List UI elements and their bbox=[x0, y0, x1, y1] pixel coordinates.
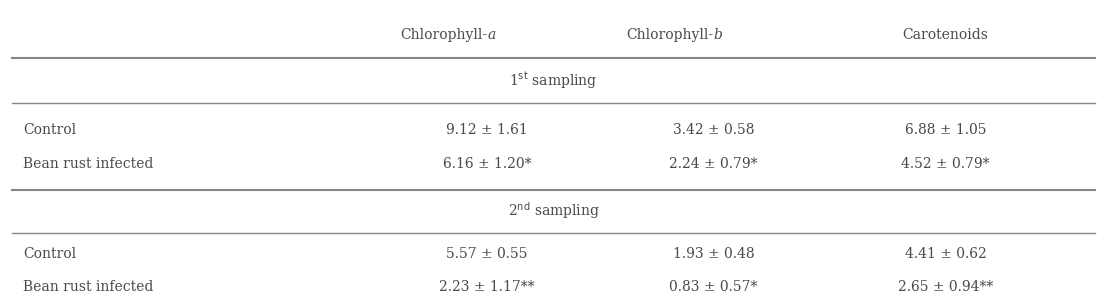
Text: a: a bbox=[487, 28, 496, 42]
Text: Chlorophyll-: Chlorophyll- bbox=[627, 28, 714, 42]
Text: 1.93 ± 0.48: 1.93 ± 0.48 bbox=[673, 247, 755, 261]
Text: 6.16 ± 1.20*: 6.16 ± 1.20* bbox=[443, 157, 531, 171]
Text: 5.57 ± 0.55: 5.57 ± 0.55 bbox=[446, 247, 528, 261]
Text: 2.65 ± 0.94**: 2.65 ± 0.94** bbox=[898, 280, 993, 294]
Text: b: b bbox=[714, 28, 723, 42]
Text: 2$^{\mathrm{nd}}$ sampling: 2$^{\mathrm{nd}}$ sampling bbox=[507, 201, 600, 221]
Text: 1$^{\mathrm{st}}$ sampling: 1$^{\mathrm{st}}$ sampling bbox=[509, 70, 598, 91]
Text: 6.88 ± 1.05: 6.88 ± 1.05 bbox=[904, 123, 986, 137]
Text: 4.41 ± 0.62: 4.41 ± 0.62 bbox=[904, 247, 986, 261]
Text: Bean rust infected: Bean rust infected bbox=[23, 280, 154, 294]
Text: Control: Control bbox=[23, 247, 76, 261]
Text: Control: Control bbox=[23, 123, 76, 137]
Text: 4.52 ± 0.79*: 4.52 ± 0.79* bbox=[901, 157, 990, 171]
Text: 2.23 ± 1.17**: 2.23 ± 1.17** bbox=[439, 280, 535, 294]
Text: Chlorophyll-: Chlorophyll- bbox=[400, 28, 487, 42]
Text: Bean rust infected: Bean rust infected bbox=[23, 157, 154, 171]
Text: 2.24 ± 0.79*: 2.24 ± 0.79* bbox=[670, 157, 758, 171]
Text: 3.42 ± 0.58: 3.42 ± 0.58 bbox=[673, 123, 754, 137]
Text: 0.83 ± 0.57*: 0.83 ± 0.57* bbox=[670, 280, 758, 294]
Text: Carotenoids: Carotenoids bbox=[902, 28, 989, 42]
Text: 9.12 ± 1.61: 9.12 ± 1.61 bbox=[446, 123, 528, 137]
